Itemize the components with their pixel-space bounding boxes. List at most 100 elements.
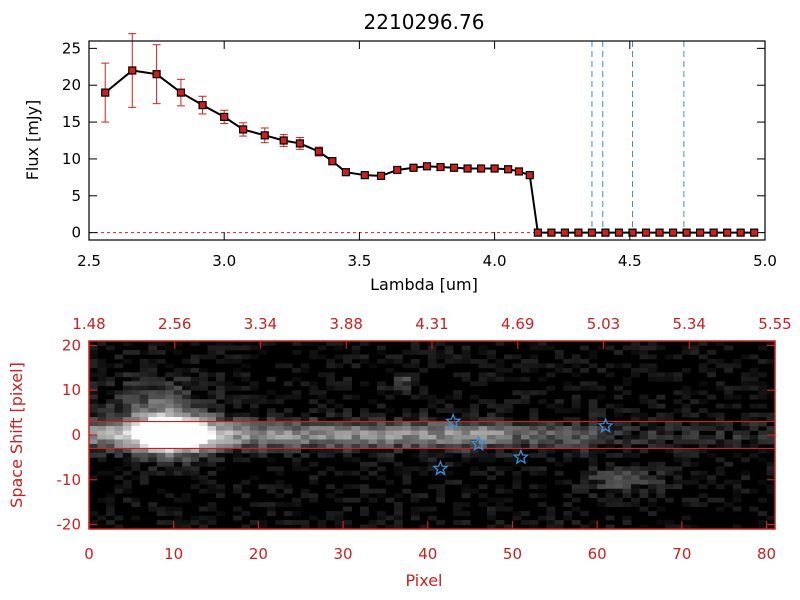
- heatmap-cell: [376, 385, 386, 391]
- heatmap-cell: [597, 385, 607, 391]
- heatmap-cell: [385, 421, 395, 427]
- heatmap-cell: [520, 439, 530, 445]
- heatmap-cell: [139, 394, 149, 400]
- heatmap-cell: [758, 448, 767, 454]
- y-tick-label-3: 15: [62, 113, 81, 131]
- heatmap-cell: [139, 363, 149, 369]
- heatmap-cell: [664, 448, 674, 454]
- heatmap-cell: [317, 426, 327, 431]
- heatmap-cell: [698, 390, 708, 396]
- heatmap-cell: [758, 345, 767, 351]
- heatmap-cell: [681, 497, 691, 503]
- heatmap-cell: [89, 412, 98, 418]
- heatmap-cell: [580, 484, 590, 490]
- heatmap-cell: [131, 497, 141, 503]
- heatmap-cell: [487, 421, 496, 427]
- heatmap-cell: [376, 466, 386, 472]
- heatmap-x-axis-label: Pixel: [405, 571, 442, 590]
- heatmap-cell: [741, 412, 750, 418]
- heatmap-cell: [232, 345, 242, 351]
- heatmap-cell: [156, 381, 166, 387]
- heatmap-cell: [588, 435, 598, 440]
- heatmap-cell: [749, 372, 759, 378]
- heatmap-cell: [571, 435, 581, 440]
- heatmap-cell: [571, 363, 581, 369]
- heatmap-cell: [597, 394, 607, 400]
- heatmap-cell: [97, 341, 107, 346]
- heatmap-cell: [503, 399, 513, 405]
- heatmap-cell: [647, 367, 657, 373]
- heatmap-cell: [647, 399, 657, 405]
- heatmap-cell: [97, 452, 107, 458]
- heatmap-cell: [461, 511, 471, 516]
- heatmap-cell: [546, 443, 556, 449]
- heatmap-cell: [249, 417, 259, 422]
- heatmap-cell: [631, 475, 640, 481]
- heatmap-cell: [114, 403, 124, 409]
- heatmap-cell: [715, 497, 725, 503]
- heatmap-cell: [97, 430, 107, 436]
- heatmap-cell: [393, 524, 403, 530]
- heat-x-tick-label-5: 50: [503, 545, 522, 563]
- spectrum-series-line: [104, 69, 755, 234]
- heatmap-cell: [707, 421, 717, 427]
- heatmap-cell: [461, 439, 471, 445]
- heatmap-cell: [427, 399, 437, 405]
- heatmap-cell: [182, 524, 192, 530]
- heatmap-cell: [122, 372, 132, 378]
- heatmap-cell: [563, 493, 573, 499]
- heatmap-cell: [232, 403, 242, 409]
- heatmap-cell: [512, 461, 522, 467]
- heatmap-cell: [216, 341, 225, 346]
- heatmap-cell: [89, 390, 98, 396]
- heatmap-cell: [402, 381, 412, 387]
- data-point-22: [490, 164, 499, 173]
- heatmap-cell: [232, 426, 242, 431]
- heatmap-cell: [326, 511, 336, 516]
- heatmap-cell: [436, 439, 446, 445]
- heatmap-cell: [131, 461, 141, 467]
- heatmap-cell: [131, 448, 141, 454]
- heatmap-cell: [232, 515, 242, 521]
- heatmap-cell: [520, 390, 530, 396]
- heatmap-cell: [393, 493, 403, 499]
- heatmap-cell: [89, 399, 98, 405]
- heatmap-cell: [182, 493, 192, 499]
- heatmap-cell: [614, 408, 623, 414]
- heatmap-cell: [97, 412, 107, 418]
- heatmap-cell: [156, 394, 166, 400]
- heatmap-cell: [266, 390, 276, 396]
- heatmap-cell: [148, 421, 158, 427]
- heatmap-cell: [656, 506, 666, 512]
- heatmap-cell: [614, 439, 623, 445]
- heatmap-cell: [470, 408, 479, 414]
- heatmap-cell: [588, 466, 598, 472]
- heatmap-cell: [343, 394, 352, 400]
- heatmap-cell: [681, 524, 691, 530]
- data-point-38: [696, 228, 705, 237]
- heatmap-cell: [690, 502, 700, 508]
- heatmap-cell: [241, 399, 251, 405]
- heatmap-cell: [690, 475, 700, 481]
- heatmap-cell: [182, 385, 192, 391]
- heatmap-cell: [368, 461, 378, 467]
- heatmap-cell: [495, 435, 505, 440]
- heatmap-cell: [368, 488, 378, 494]
- heatmap-cell: [89, 439, 98, 445]
- heatmap-cell: [571, 484, 581, 490]
- heatmap-cell: [766, 417, 776, 422]
- heatmap-cell: [690, 470, 700, 476]
- heatmap-cell: [105, 497, 115, 503]
- heatmap-cell: [588, 524, 598, 530]
- heatmap-cell: [410, 421, 420, 427]
- heatmap-cell: [453, 448, 463, 454]
- heatmap-cell: [317, 394, 327, 400]
- heatmap-cell: [165, 443, 175, 449]
- heatmap-cell: [453, 354, 463, 360]
- heatmap-cell: [588, 470, 598, 476]
- heatmap-cell: [224, 341, 234, 346]
- heatmap-cell: [139, 367, 149, 373]
- heatmap-cell: [707, 452, 717, 458]
- heatmap-cell: [232, 367, 242, 373]
